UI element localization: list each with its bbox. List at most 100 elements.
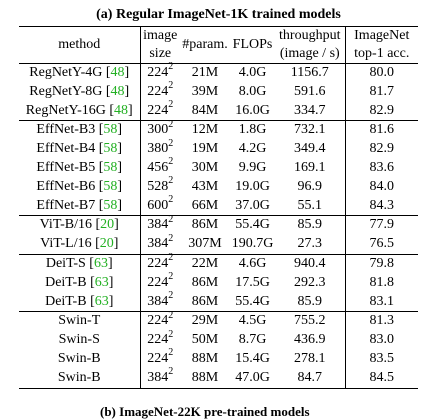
- citation-link[interactable]: 63: [94, 274, 109, 290]
- image-size-exponent: 2: [168, 232, 174, 244]
- image-size-value: 380: [147, 141, 169, 157]
- cell-flops: 9.9G: [238, 159, 267, 175]
- method-name: RegNetY-16G: [25, 102, 106, 118]
- citation-link[interactable]: 63: [94, 293, 109, 309]
- table-row: EffNet-B3 [58] 3002 12M 1.8G 732.1 81.6: [19, 118, 418, 141]
- cell-accuracy: 79.8: [369, 255, 395, 271]
- cell-image-size: 2242: [140, 348, 180, 369]
- table-row: DeiT-S [63] 2242 22M 4.6G 940.4 79.8: [19, 253, 418, 274]
- image-size-value: 224: [147, 274, 169, 290]
- method-name: Swin-B: [57, 369, 101, 385]
- cell-image-size: 3002: [140, 118, 180, 140]
- cell-params: 307M: [180, 235, 230, 255]
- cell-flops: 4.5G: [238, 313, 267, 329]
- cell-params: 21M: [191, 65, 219, 80]
- cell-image-size: 2242: [140, 253, 180, 273]
- table-row: DeiT-B [63] 3842 86M 55.4G 85.9 83.1: [19, 290, 418, 313]
- cell-method: EffNet-B6 [58]: [19, 177, 141, 197]
- image-size-value: 528: [147, 178, 169, 194]
- table-row: Swin-B 3842 88M 47.0G 84.7 84.5: [19, 366, 418, 389]
- cell-throughput: 292.3: [275, 273, 346, 293]
- cell-params: 88M: [191, 350, 219, 366]
- cell-method: RegNetY-16G [48]: [19, 101, 141, 122]
- cell-throughput: 169.1: [275, 158, 346, 178]
- cell-throughput: 1156.7: [275, 63, 346, 83]
- col-params-header: #param.: [180, 27, 230, 64]
- col-method-label: method: [58, 37, 101, 52]
- cell-image-size: 6002: [140, 193, 180, 217]
- table-row: Swin-T 2242 29M 4.5G 755.2 81.3: [19, 310, 418, 332]
- cell-throughput: 85.9: [275, 215, 346, 236]
- cell-params: 39M: [191, 83, 219, 99]
- cell-accuracy: 83.6: [369, 159, 395, 175]
- cell-params: 43M: [191, 178, 219, 194]
- cell-flops: 16.0G: [230, 101, 275, 122]
- cell-flops: 4.6G: [238, 255, 267, 271]
- method-name: Swin-T: [58, 313, 101, 329]
- table-row: DeiT-B [63] 2242 86M 17.5G 292.3 81.8: [19, 271, 418, 293]
- cell-image-size: 4562: [140, 156, 180, 178]
- image-size-value: 384: [147, 293, 169, 309]
- table-row: ViT-B/16 [20] 3842 86M 55.4G 85.9 77.9: [19, 214, 418, 236]
- table-row: EffNet-B4 [58] 3802 19M 4.2G 349.4 82.9: [19, 138, 418, 159]
- citation-link[interactable]: 63: [93, 255, 108, 271]
- col-image-size-header-2: size: [140, 45, 180, 64]
- cell-method: EffNet-B7 [58]: [19, 196, 141, 217]
- cell-flops: 55.4G: [230, 292, 275, 313]
- cell-flops: 190.7G: [230, 235, 275, 255]
- citation-link[interactable]: 48: [110, 65, 125, 80]
- image-size-exponent: 2: [168, 118, 174, 130]
- table-row: RegNetY-8G [48] 2242 39M 8.0G 591.6 81.7: [19, 81, 418, 102]
- citation-link[interactable]: 48: [110, 83, 125, 99]
- image-size-exponent: 2: [168, 156, 174, 168]
- citation-link[interactable]: 58: [103, 197, 118, 213]
- cell-method: EffNet-B5 [58]: [19, 158, 141, 178]
- cell-flops: 15.4G: [235, 350, 270, 366]
- cell-throughput: 96.9: [275, 177, 346, 197]
- col-flops-header: FLOPs: [230, 27, 275, 64]
- cell-accuracy: 84.3: [345, 196, 418, 217]
- image-size-exponent: 2: [168, 61, 174, 73]
- image-size-value: 224: [147, 102, 169, 118]
- image-size-value: 600: [147, 197, 169, 213]
- citation-link[interactable]: 58: [103, 122, 118, 138]
- results-table: method image #param. FLOPs throughput Im…: [19, 27, 418, 389]
- citation-link[interactable]: 48: [114, 102, 129, 118]
- cell-flops: 1.8G: [238, 122, 267, 138]
- cell-accuracy: 84.5: [345, 368, 418, 389]
- citation-link[interactable]: 20: [99, 236, 114, 252]
- method-name: ViT-B/16: [39, 217, 92, 233]
- cell-throughput: 85.9: [275, 292, 346, 313]
- citation-link[interactable]: 58: [103, 141, 118, 157]
- cell-method: DeiT-S [63]: [19, 254, 141, 274]
- cell-image-size: 3842: [140, 366, 180, 389]
- method-name: EffNet-B5: [36, 159, 96, 175]
- cell-throughput: 755.2: [275, 311, 346, 332]
- cell-throughput: 278.1: [275, 349, 346, 369]
- cell-image-size: 3842: [140, 290, 180, 313]
- table-row: RegNetY-4G [48] 2242 21M 4.0G 1156.7 80.0: [19, 61, 418, 83]
- cell-accuracy: 82.9: [345, 101, 418, 122]
- cell-flops: 8.0G: [238, 83, 267, 99]
- col-params-label: #param.: [182, 37, 228, 52]
- cell-throughput: 334.7: [275, 101, 346, 122]
- cell-throughput: 436.9: [275, 331, 346, 350]
- table-row: EffNet-B6 [58] 5282 43M 19.0G 96.9 84.0: [19, 176, 418, 197]
- col-method-header: method: [19, 27, 141, 64]
- image-size-exponent: 2: [168, 366, 174, 378]
- citation-link[interactable]: 58: [103, 178, 118, 194]
- table-row: ViT-L/16 [20] 3842 307M 190.7G 27.3 76.5: [19, 232, 418, 255]
- col-throughput-header-2: (image / s): [275, 45, 346, 64]
- citation-link[interactable]: 58: [103, 159, 118, 175]
- image-size-exponent: 2: [168, 271, 174, 283]
- citation-link[interactable]: 20: [100, 217, 115, 233]
- cell-method: EffNet-B3 [58]: [19, 120, 141, 141]
- cell-image-size: 3802: [140, 138, 180, 159]
- table-row: Swin-B 2242 88M 15.4G 278.1 83.5: [19, 348, 418, 369]
- cell-throughput: 84.7: [275, 368, 346, 389]
- image-size-value: 300: [147, 122, 169, 138]
- cell-accuracy: 81.3: [369, 313, 395, 329]
- image-size-exponent: 2: [168, 193, 174, 205]
- image-size-value: 224: [147, 350, 169, 366]
- cell-flops: 8.7G: [238, 332, 267, 348]
